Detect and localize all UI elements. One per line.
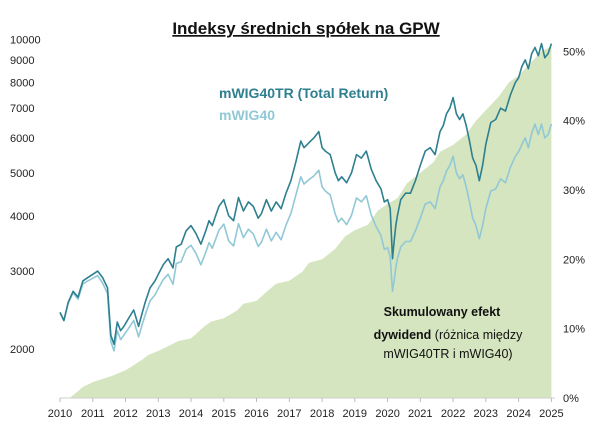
series-line-mwig40 [59,123,553,352]
x-tick-label: 2017 [277,408,301,420]
legend-label-mwig40: mWIG40 [219,107,275,123]
annotation-line-1-text: Skumulowany efekt [384,305,502,319]
x-tick-label: 2020 [375,408,399,420]
y-left-tick-label: 9000 [10,55,34,67]
x-tick-label: 2024 [506,408,530,420]
x-tick-label: 2023 [474,408,498,420]
x-tick-label: 2022 [441,408,465,420]
annotation-line-2: dywidend (różnica między [374,328,523,342]
y-axis-right-ticks: 0% 10% 20% 30% 40% 50% [563,46,585,405]
annotation-bold-dywidend: dywidend [374,328,432,342]
annotation-line-2-rest: (różnica między [431,328,523,342]
series-lines [59,42,553,352]
dividend-effect-area [60,46,552,398]
x-tick-label: 2019 [343,408,367,420]
x-tick-label: 2015 [212,408,236,420]
dividend-area-layer [60,46,552,398]
y-left-tick-label: 2000 [10,344,34,356]
chart-title: Indeksy średnich spółek na GPW [172,19,440,38]
y-left-tick-label: 4000 [10,211,34,223]
y-left-tick-label: 7000 [10,103,34,115]
x-tick-label: 2010 [48,408,72,420]
x-tick-label: 2016 [244,408,268,420]
x-tick-label: 2011 [81,408,105,420]
series-line-mwig40tr [59,42,553,346]
x-tick-label: 2018 [310,408,334,420]
legend-label-mwig40tr: mWIG40TR (Total Return) [219,85,388,101]
y-left-tick-label: 5000 [10,168,34,180]
y-right-tick-label: 10% [563,324,585,336]
x-tick-label: 2013 [146,408,170,420]
x-tick-label: 2012 [113,408,137,420]
y-right-tick-label: 50% [563,46,585,58]
y-right-tick-label: 30% [563,185,585,197]
y-right-tick-label: 40% [563,116,585,128]
y-axis-left-ticks: 2000 3000 4000 5000 6000 7000 8000 9000 10000 [10,35,41,356]
annotation-line-3: mWIG40TR i mWIG40) [383,347,512,361]
y-left-tick-label: 10000 [10,35,41,47]
y-left-tick-label: 8000 [10,78,34,90]
x-tick-label: 2014 [179,408,203,420]
x-tick-label: 2025 [539,408,563,420]
x-axis-ticks: 2010 2011 2012 2013 2014 2015 2016 2017 2018 2019… [48,398,564,420]
y-right-tick-label: 20% [563,254,585,266]
y-right-tick-label: 0% [563,393,579,405]
y-left-tick-label: 3000 [10,266,34,278]
annotation-line-1: Skumulowany efekt [384,305,502,319]
y-left-tick-label: 6000 [10,133,34,145]
x-tick-label: 2021 [408,408,432,420]
